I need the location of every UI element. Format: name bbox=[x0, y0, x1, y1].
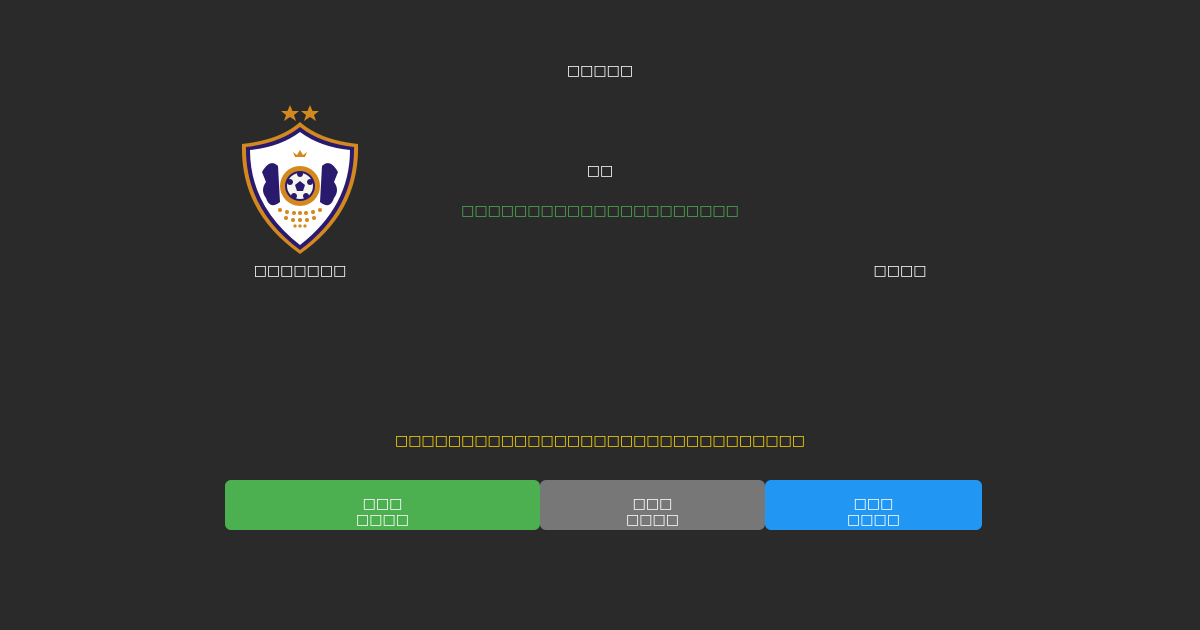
home-team-name: □□□□□□□ bbox=[253, 263, 347, 279]
match-status: □□□□□□□□□□□□□□□□□□□□□ bbox=[461, 203, 739, 219]
page-title: □□□□□ bbox=[566, 63, 634, 79]
star-icon bbox=[301, 105, 319, 121]
button-label-line1: □□□ bbox=[362, 496, 403, 512]
button-label-line1: □□□ bbox=[632, 496, 673, 512]
button-label-line2: □□□□ bbox=[847, 512, 900, 528]
action-button-1[interactable]: □□□ □□□□ bbox=[225, 480, 540, 530]
button-label-line2: □□□□ bbox=[626, 512, 679, 528]
action-button-3[interactable]: □□□ □□□□ bbox=[765, 480, 982, 530]
button-label-line1: □□□ bbox=[853, 496, 894, 512]
home-team-logo bbox=[241, 105, 359, 254]
star-icon bbox=[281, 105, 299, 121]
match-score: □□ bbox=[586, 163, 614, 179]
button-label-line2: □□□□ bbox=[356, 512, 409, 528]
action-button-2[interactable]: □□□ □□□□ bbox=[540, 480, 765, 530]
notice-text: □□□□□□□□□□□□□□□□□□□□□□□□□□□□□□□ bbox=[394, 433, 806, 449]
away-team-name: □□□□ bbox=[873, 263, 927, 279]
